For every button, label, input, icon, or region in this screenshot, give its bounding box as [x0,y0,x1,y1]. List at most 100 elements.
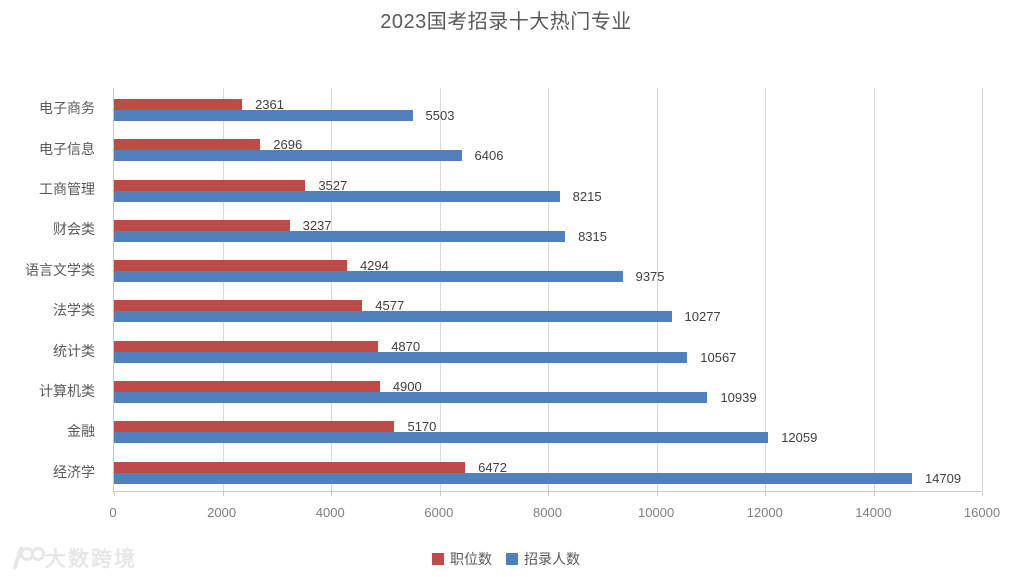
category-label: 工商管理 [39,181,95,198]
axis-tick [222,492,224,496]
bar-value-label: 4900 [392,379,422,395]
bar-value-label: 8315 [578,228,607,244]
axis-tick [331,492,332,496]
bar-value-label: 9375 [635,269,665,285]
category-label: 计算机类 [39,383,95,400]
bar-value-label: 4870 [391,338,421,354]
bar-value-label: 5503 [425,108,455,123]
bar-value-label: 2696 [273,137,303,153]
bar-value-label: 6472 [478,459,508,475]
gridline [548,88,549,491]
bar-line: 10277 [114,309,982,325]
x-axis: 0 2000 4000 6000 8000 10000 12000 14000 16000 [109,505,1000,523]
bar-line: 3237 [114,217,982,233]
legend-swatch [506,553,518,565]
category-label: 电子商务 [39,100,95,117]
axis-tick [656,492,658,496]
axis-tick [873,492,875,496]
category-label: 法学类 [53,302,95,319]
bar-positions [114,219,290,231]
bar-group: 3527 8215 [114,169,982,209]
bar-positions [114,381,380,393]
category-axis: 电子商务 电子信息 工商管理 财会类 语言文学类 法学类 统计类 计算机类 金融 经济学 [0,88,104,492]
gridline [982,88,983,491]
category-label: 统计类 [53,342,95,359]
bar-positions [114,421,395,433]
watermark-logo-circle [31,547,45,561]
bar-positions [114,300,363,312]
bar-line: 2696 [114,137,982,153]
bar-line: 14709 [114,470,982,486]
bar-group: 4900 10939 [114,370,982,410]
x-axis-tick-label: 2000 [207,505,237,520]
watermark: 大数跨境 [6,543,137,573]
legend-label: 招录人数 [524,551,580,567]
bar-line: 5170 [114,419,982,435]
legend-item: 职位数 [432,549,492,569]
bar-recruits [114,392,708,404]
gridline [656,88,658,491]
bar-value-label: 5170 [407,419,437,435]
bar-value-label: 12059 [781,430,818,446]
bar-group: 2696 6406 [114,128,982,168]
watermark-text: 大数跨境 [45,548,137,571]
legend-item: 招录人数 [506,549,580,569]
plot-area: 2361 5503 2696 6406 3527 8215 3237 8315 4294 9375… [113,88,983,496]
gridline [765,88,766,491]
bar-recruits [114,351,688,363]
bar-value-label: 3527 [318,177,348,193]
x-axis-tick-label: 0 [109,505,117,520]
category-label: 经济学 [53,463,95,480]
bar-line: 9375 [114,269,982,285]
bar-line: 8315 [114,228,982,244]
bar-recruits [114,472,912,484]
bar-recruits [114,150,462,162]
bar-value-label: 14709 [924,470,962,486]
bar-recruits [114,432,769,444]
bar-line: 10567 [114,349,982,365]
bar-line: 6406 [114,149,982,162]
bar-positions [114,139,261,151]
legend-label: 职位数 [450,551,492,567]
bar-positions [114,340,379,352]
bar-group: 2361 5503 [114,88,982,128]
bar-value-label: 4577 [375,298,405,314]
bar-value-label: 4294 [359,258,389,274]
x-axis-tick-label: 10000 [638,505,675,520]
bar-positions [114,99,243,110]
axis-tick [114,492,115,496]
gridline [873,88,875,491]
bar-positions [114,461,466,473]
category-label: 金融 [67,423,95,440]
bar-positions [114,179,306,191]
bar-value-label: 8215 [572,188,602,204]
bar-group: 3237 8315 [114,209,982,249]
bar-line: 4900 [114,379,982,395]
axis-tick [765,492,766,496]
bar-value-label: 10277 [684,309,721,325]
legend-swatch [432,553,444,565]
legend: 职位数 招录人数 [0,549,1012,569]
bar-line: 6472 [114,459,982,475]
bar-line: 4294 [114,258,982,274]
bar-group: 4870 10567 [114,330,982,370]
bar-value-label: 3237 [302,217,332,233]
gridline [331,88,332,491]
bar-rows: 2361 5503 2696 6406 3527 8215 3237 8315 4294 9375… [114,88,982,491]
bar-value-label: 10567 [700,349,737,365]
bar-line: 3527 [114,177,982,193]
bar-group: 4294 9375 [114,249,982,289]
bar-line: 4577 [114,298,982,314]
axis-tick [548,492,549,496]
watermark-logo [6,544,45,572]
x-axis-tick-label: 4000 [315,505,345,520]
bar-line: 12059 [114,430,982,446]
x-axis-tick-label: 16000 [963,505,1001,520]
bar-line: 4870 [114,338,982,354]
bar-value-label: 2361 [255,97,284,112]
bar-group: 6472 14709 [114,451,982,491]
bar-value-label: 10939 [720,390,757,406]
bar-positions [114,260,347,272]
bar-recruits [114,230,566,242]
bar-recruits [114,110,413,121]
